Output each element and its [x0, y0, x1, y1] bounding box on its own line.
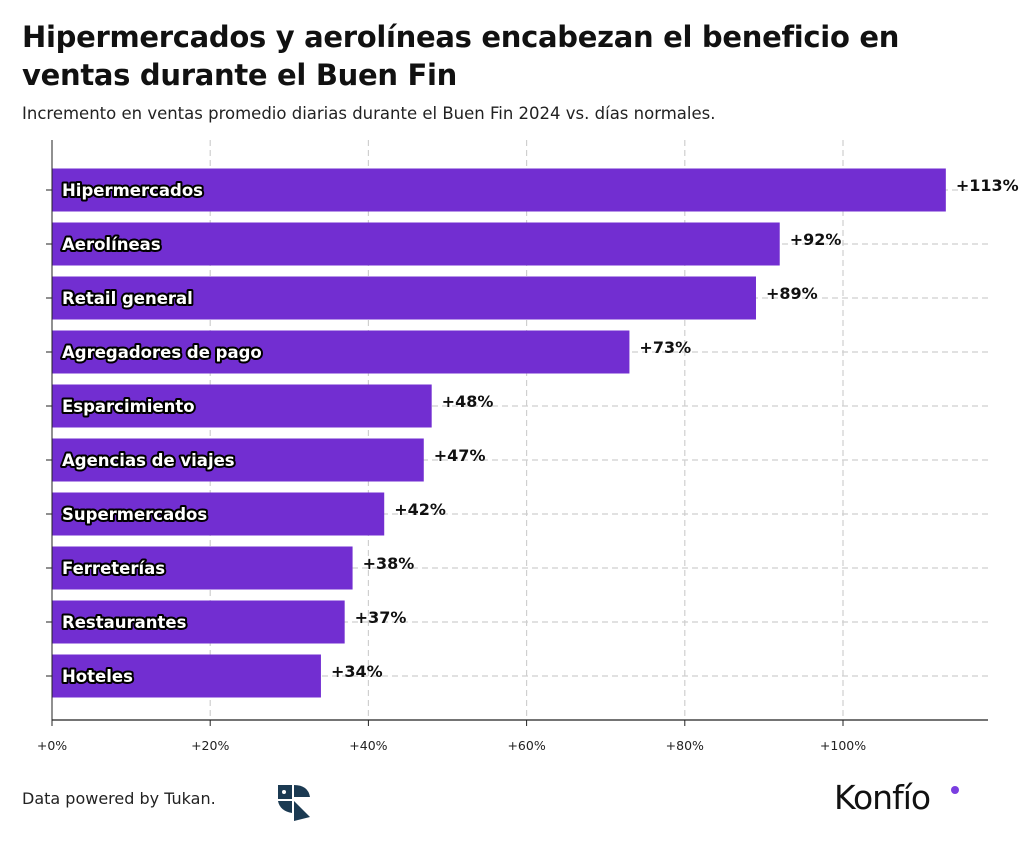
bar-value-label: +89%: [766, 284, 818, 303]
bar-value-label: +73%: [639, 338, 691, 357]
bar: [52, 438, 424, 482]
x-tick-label: +60%: [507, 738, 545, 753]
bar-category-label: Agencias de viajes: [62, 451, 235, 470]
x-tick-label: +80%: [666, 738, 704, 753]
bar: [52, 546, 353, 590]
bar-value-label: +42%: [394, 500, 446, 519]
bar-category-label: Aerolíneas: [62, 235, 161, 254]
x-tick-label: +20%: [191, 738, 229, 753]
bar-category-label: Restaurantes: [62, 613, 187, 632]
chart-subtitle: Incremento en ventas promedio diarias du…: [22, 104, 716, 123]
bar: [52, 654, 321, 698]
x-tick-label: +40%: [349, 738, 387, 753]
chart-title: Hipermercados y aerolíneas encabezan el …: [22, 20, 900, 92]
x-axis: +0% +20% +40% +60% +80% +100%: [37, 140, 988, 753]
bar-category-label: Agregadores de pago: [62, 343, 262, 362]
bar: [52, 222, 780, 266]
bar-category-label: Esparcimiento: [62, 397, 195, 416]
bar-category-label: Hoteles: [62, 667, 133, 686]
bar-value-label: +38%: [363, 554, 415, 573]
bar: [52, 168, 946, 212]
bar-category-label: Hipermercados: [62, 181, 203, 200]
bar: [52, 600, 345, 644]
bar-category-label: Supermercados: [62, 505, 207, 524]
konfio-logo: Konfío: [834, 778, 931, 817]
bar: [52, 330, 630, 374]
konfio-logo-dot: [951, 786, 959, 794]
bar-value-label: +37%: [355, 608, 407, 627]
x-tick-label: +100%: [820, 738, 866, 753]
bar: [52, 492, 385, 536]
bar-value-label: +113%: [956, 176, 1019, 195]
bars: Hipermercados +113% Aerolíneas +92% Retail g…: [52, 168, 1019, 698]
bar-value-label: +47%: [434, 446, 486, 465]
tukan-logo-icon: [278, 785, 310, 821]
x-tick-label: +0%: [37, 738, 67, 753]
bar-value-label: +48%: [442, 392, 494, 411]
bar-value-label: +34%: [331, 662, 383, 681]
bar-value-label: +92%: [790, 230, 842, 249]
bar: [52, 384, 432, 428]
data-credit: Data powered by Tukan.: [22, 789, 216, 808]
bar: [52, 276, 756, 320]
bar-category-label: Retail general: [62, 289, 193, 308]
bar-category-label: Ferreterías: [62, 559, 165, 578]
